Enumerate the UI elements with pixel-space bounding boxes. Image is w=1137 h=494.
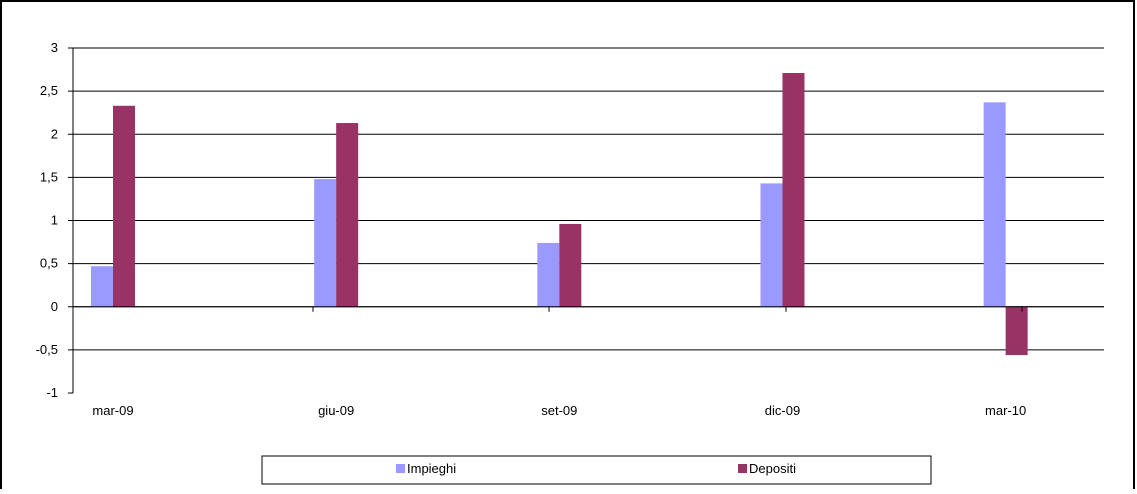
x-tick-label: mar-09 [92, 403, 133, 418]
y-tick-label: 2 [51, 126, 58, 141]
y-tick-label: 3 [51, 40, 58, 55]
x-axis-labels: mar-09 giu-09 set-09 dic-09 mar-10 [92, 403, 1026, 418]
y-axis-ticks: 3 2,5 2 1,5 1 0,5 0 -0,5 -1 [36, 40, 73, 400]
x-tick-label: mar-10 [985, 403, 1026, 418]
x-tick-label: set-09 [541, 403, 577, 418]
bar-depositi-dic-09 [782, 73, 805, 307]
bar-depositi-set-09 [559, 223, 582, 307]
x-tick-label: dic-09 [765, 403, 800, 418]
bar-impieghi-giu-09 [314, 179, 337, 307]
y-tick-label: 0 [51, 299, 58, 314]
bar-depositi-mar-09 [113, 105, 135, 307]
bar-depositi-mar-10 [1005, 306, 1028, 356]
bar-depositi-giu-09 [336, 123, 359, 307]
legend-label-impieghi: Impieghi [407, 461, 456, 476]
y-tick-label: 2,5 [40, 83, 58, 98]
axes [72, 48, 1104, 393]
y-tick-label: -0,5 [36, 342, 58, 357]
y-tick-label: -1 [46, 385, 58, 400]
x-tick-label: giu-09 [318, 403, 354, 418]
y-tick-label: 0,5 [40, 256, 58, 271]
legend-swatch-impieghi [396, 464, 405, 473]
y-tick-label: 1 [51, 213, 58, 228]
bar-impieghi-dic-09 [760, 183, 783, 307]
bar-impieghi-mar-10 [983, 102, 1006, 307]
legend-swatch-depositi [738, 464, 747, 473]
legend: Impieghi Depositi [261, 455, 932, 485]
legend-box [261, 455, 932, 485]
bar-impieghi-mar-09 [91, 266, 113, 307]
y-tick-label: 1,5 [40, 169, 58, 184]
bar-impieghi-set-09 [537, 242, 560, 307]
bars [91, 73, 1028, 356]
legend-label-depositi: Depositi [749, 461, 796, 476]
